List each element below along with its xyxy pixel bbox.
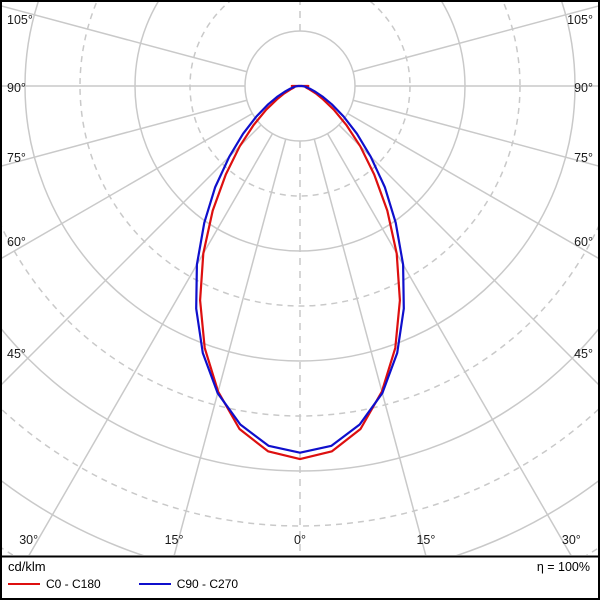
angle-label: 105° [567,13,593,27]
grid-radial-line [2,124,262,386]
legend-top-row: cd/klm η = 100% [8,559,592,574]
radial-unit-label: cd/klm [8,559,46,574]
grid-radial-line [338,124,598,386]
angle-label: 60° [574,235,593,249]
legend-label-c90-c270: C90 - C270 [176,577,239,591]
grid-radial-line [28,133,274,555]
curve-c90-c270 [195,84,405,454]
grid-radial-line [313,138,427,555]
efficiency-label: η = 100% [536,560,590,574]
grid-radial-line [173,138,287,555]
curve-c0-c180 [199,84,401,461]
angle-label: 75° [574,151,593,165]
grid-radial-line [326,133,572,555]
angle-label: 0° [294,533,306,547]
angle-label: 90° [7,81,26,95]
angle-label: 30° [19,533,38,547]
grid-radial-line [352,5,598,73]
grid-radial-line [352,99,598,167]
angle-label: 45° [7,347,26,361]
c90-c270-line-swatch [138,583,171,585]
c0-c180-line-swatch [8,583,40,585]
angle-label: 105° [7,13,33,27]
polar-grid [2,2,598,555]
angle-label: 15° [416,533,435,547]
legend-item-c0-c180: C0 - C180 [8,577,101,591]
angle-label: 90° [574,81,593,95]
angle-label: 15° [165,533,184,547]
angle-label: 45° [574,347,593,361]
angle-label: 60° [7,235,26,249]
grid-radial-line [2,5,248,73]
grid-radial-line [2,99,248,167]
legend: cd/klm η = 100% C0 - C180 C90 - C270 [2,558,598,591]
grid-radial-line [347,112,598,259]
legend-label-c0-c180: C0 - C180 [46,577,101,591]
polar-chart-svg: 0° 15° 15° 30° 30° 45° 45° 60° 60° 75° 75° 90° 90° 10… [2,2,598,558]
grid-radial-line [2,112,253,259]
legend-item-c90-c270: C90 - C270 [138,577,239,591]
grid-ring [134,2,466,252]
legend-items-row: C0 - C180 C90 - C270 [8,577,592,591]
angle-label: 30° [562,533,581,547]
angle-label: 75° [7,151,26,165]
